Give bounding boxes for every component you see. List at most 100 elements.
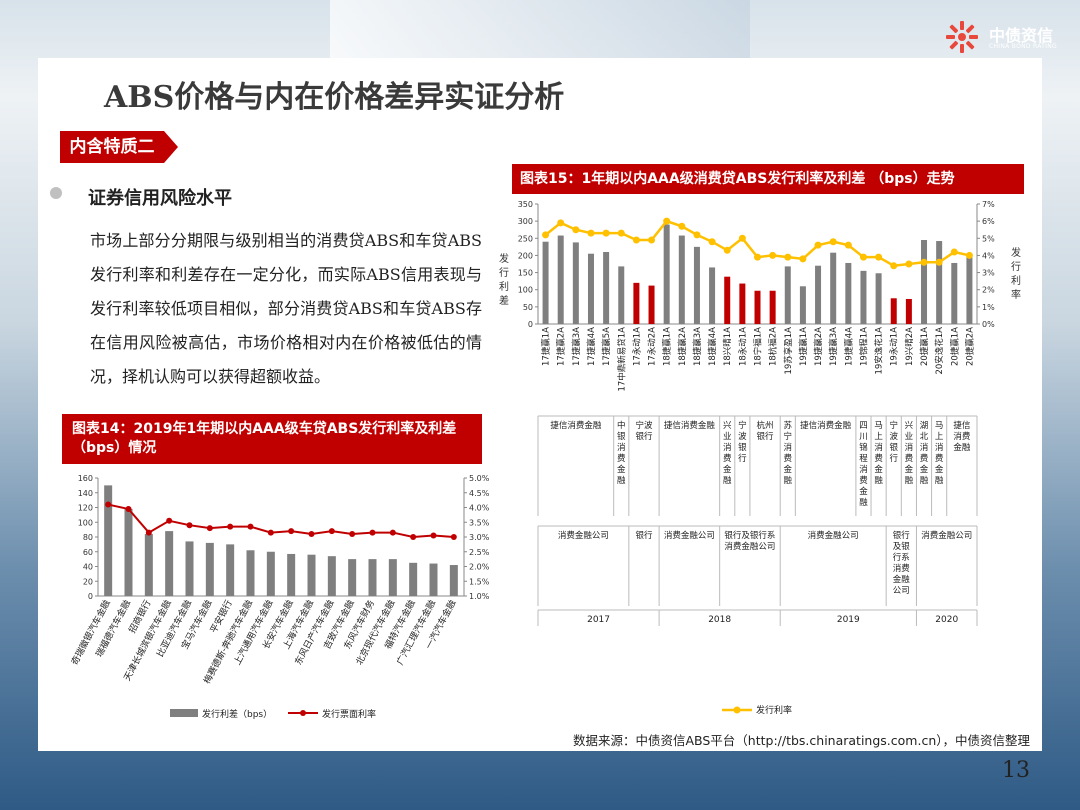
bar: [905, 298, 912, 324]
bar: [388, 559, 397, 596]
y-tick-label: 200: [518, 251, 533, 260]
bar: [693, 246, 700, 324]
coupon-line: [107, 503, 454, 539]
coupon-point: [267, 529, 274, 536]
rate-point: [738, 234, 746, 242]
rate-point: [572, 226, 580, 234]
y2-tick-label: 4%: [982, 251, 995, 260]
y2-tick-label: 1.5%: [469, 577, 490, 586]
rate-point: [935, 258, 943, 266]
bar: [678, 235, 685, 324]
y2-tick-label: 2%: [982, 286, 995, 295]
x-tick-label: 19捷赢3A: [828, 327, 839, 366]
bar: [165, 531, 174, 596]
x-tick-label: 17捷赢3A: [571, 327, 582, 366]
y-tick-label: 160: [78, 474, 93, 483]
coupon-point: [125, 505, 132, 512]
issuer-label: 宁波银行: [889, 420, 898, 464]
coupon-point: [369, 529, 376, 536]
x-tick-label: 17捷赢1A: [541, 327, 552, 366]
y2-tick-label: 4.5%: [469, 489, 490, 498]
y2-axis-label: 发行利率: [1011, 246, 1021, 301]
x-tick-label: 18宁福1A: [753, 327, 764, 366]
bar: [648, 285, 655, 324]
rate-point: [784, 253, 792, 261]
y-tick-label: 60: [83, 548, 93, 557]
y2-tick-label: 6%: [982, 217, 995, 226]
rate-point: [859, 253, 867, 261]
chart15: 0 50 100 150 200 250 300 350 0% 1% 2% 3% 4% 5% 6% 7% 发行利…: [499, 200, 1021, 716]
rate-point: [557, 219, 565, 227]
bar: [205, 542, 214, 596]
y2-tick-label: 2.5%: [469, 548, 490, 557]
section-tag: 内含特质二: [60, 131, 164, 163]
rate-point: [602, 229, 610, 237]
bar: [709, 267, 716, 324]
bar: [633, 282, 640, 324]
issuer-label: 捷信消费金融: [953, 420, 971, 453]
bar: [663, 224, 670, 324]
x-tick-label: 17捷赢2A: [556, 327, 567, 366]
issuer-label: 兴业消费金融: [723, 421, 732, 486]
logo-icon: [946, 21, 978, 53]
y-tick-label: 350: [518, 200, 533, 209]
bar: [124, 508, 133, 596]
bar: [784, 266, 791, 324]
bar: [266, 551, 275, 596]
rate-point: [829, 238, 837, 246]
year-label: 2017: [587, 615, 610, 625]
y2-tick-label: 1%: [982, 303, 995, 312]
y-tick-label: 80: [83, 533, 93, 542]
bar: [769, 290, 776, 324]
x-tick-label: 17中鼎新易贷1A: [616, 327, 627, 392]
bar: [307, 554, 316, 596]
chart14: 0 20 40 60 80 100 120 140 160 1.0% 1.5% 2.0% 2.5% 3.0…: [68, 474, 490, 720]
rate-point: [587, 229, 595, 237]
rate-point: [769, 251, 777, 259]
coupon-point: [328, 528, 335, 535]
issuer-type-label: 银行: [635, 530, 653, 541]
bar: [557, 235, 564, 324]
sail-decoration: [330, 0, 750, 60]
page-title: ABS价格与内在价格差异实证分析: [104, 80, 565, 115]
x-tick-label: 19永动1A: [889, 327, 900, 366]
y-tick-label: 0: [528, 320, 533, 329]
issuer-type-label: 消费金融公司: [808, 530, 859, 541]
bar: [409, 562, 418, 596]
legend-rate-marker: [733, 706, 741, 714]
rate-point: [844, 241, 852, 249]
bar: [830, 252, 837, 324]
y-tick-label: 100: [518, 286, 533, 295]
issuer-type-label: 银行及银行系消费金融公司: [724, 530, 775, 552]
rate-point: [678, 222, 686, 230]
y2-tick-label: 3.0%: [469, 533, 490, 542]
bar: [587, 253, 594, 324]
coupon-point: [227, 523, 234, 530]
y-tick-label: 20: [83, 577, 93, 586]
rate-point: [754, 253, 761, 261]
coupon-point: [410, 534, 417, 540]
bar: [815, 265, 822, 324]
rate-point: [799, 255, 807, 263]
x-tick-label: 18捷赢2A: [677, 327, 688, 366]
bar: [348, 559, 357, 596]
coupon-point: [145, 529, 152, 536]
coupon-point: [288, 528, 295, 535]
y2-tick-label: 3.5%: [469, 518, 490, 527]
x-tick-label: 19捷赢4A: [843, 327, 854, 366]
y2-tick-label: 3%: [982, 269, 995, 278]
coupon-point: [247, 523, 254, 530]
bar: [799, 286, 806, 324]
brand-name-cn: 中债资信: [989, 26, 1054, 45]
body-paragraph: 市场上部分分期限与级别相当的消费贷ABS和车贷ABS发行利率和利差存在一定分化，…: [90, 231, 482, 386]
coupon-point: [186, 522, 193, 529]
y2-tick-label: 7%: [982, 200, 995, 209]
bar: [603, 252, 610, 324]
bar: [966, 257, 973, 324]
issuer-label: 中银消费金融: [617, 420, 626, 486]
rate-point: [663, 217, 671, 225]
rate-point: [814, 241, 822, 249]
bar: [287, 553, 296, 596]
legend-rate-label: 发行利率: [756, 704, 792, 716]
legend-coupon-marker: [300, 710, 306, 716]
